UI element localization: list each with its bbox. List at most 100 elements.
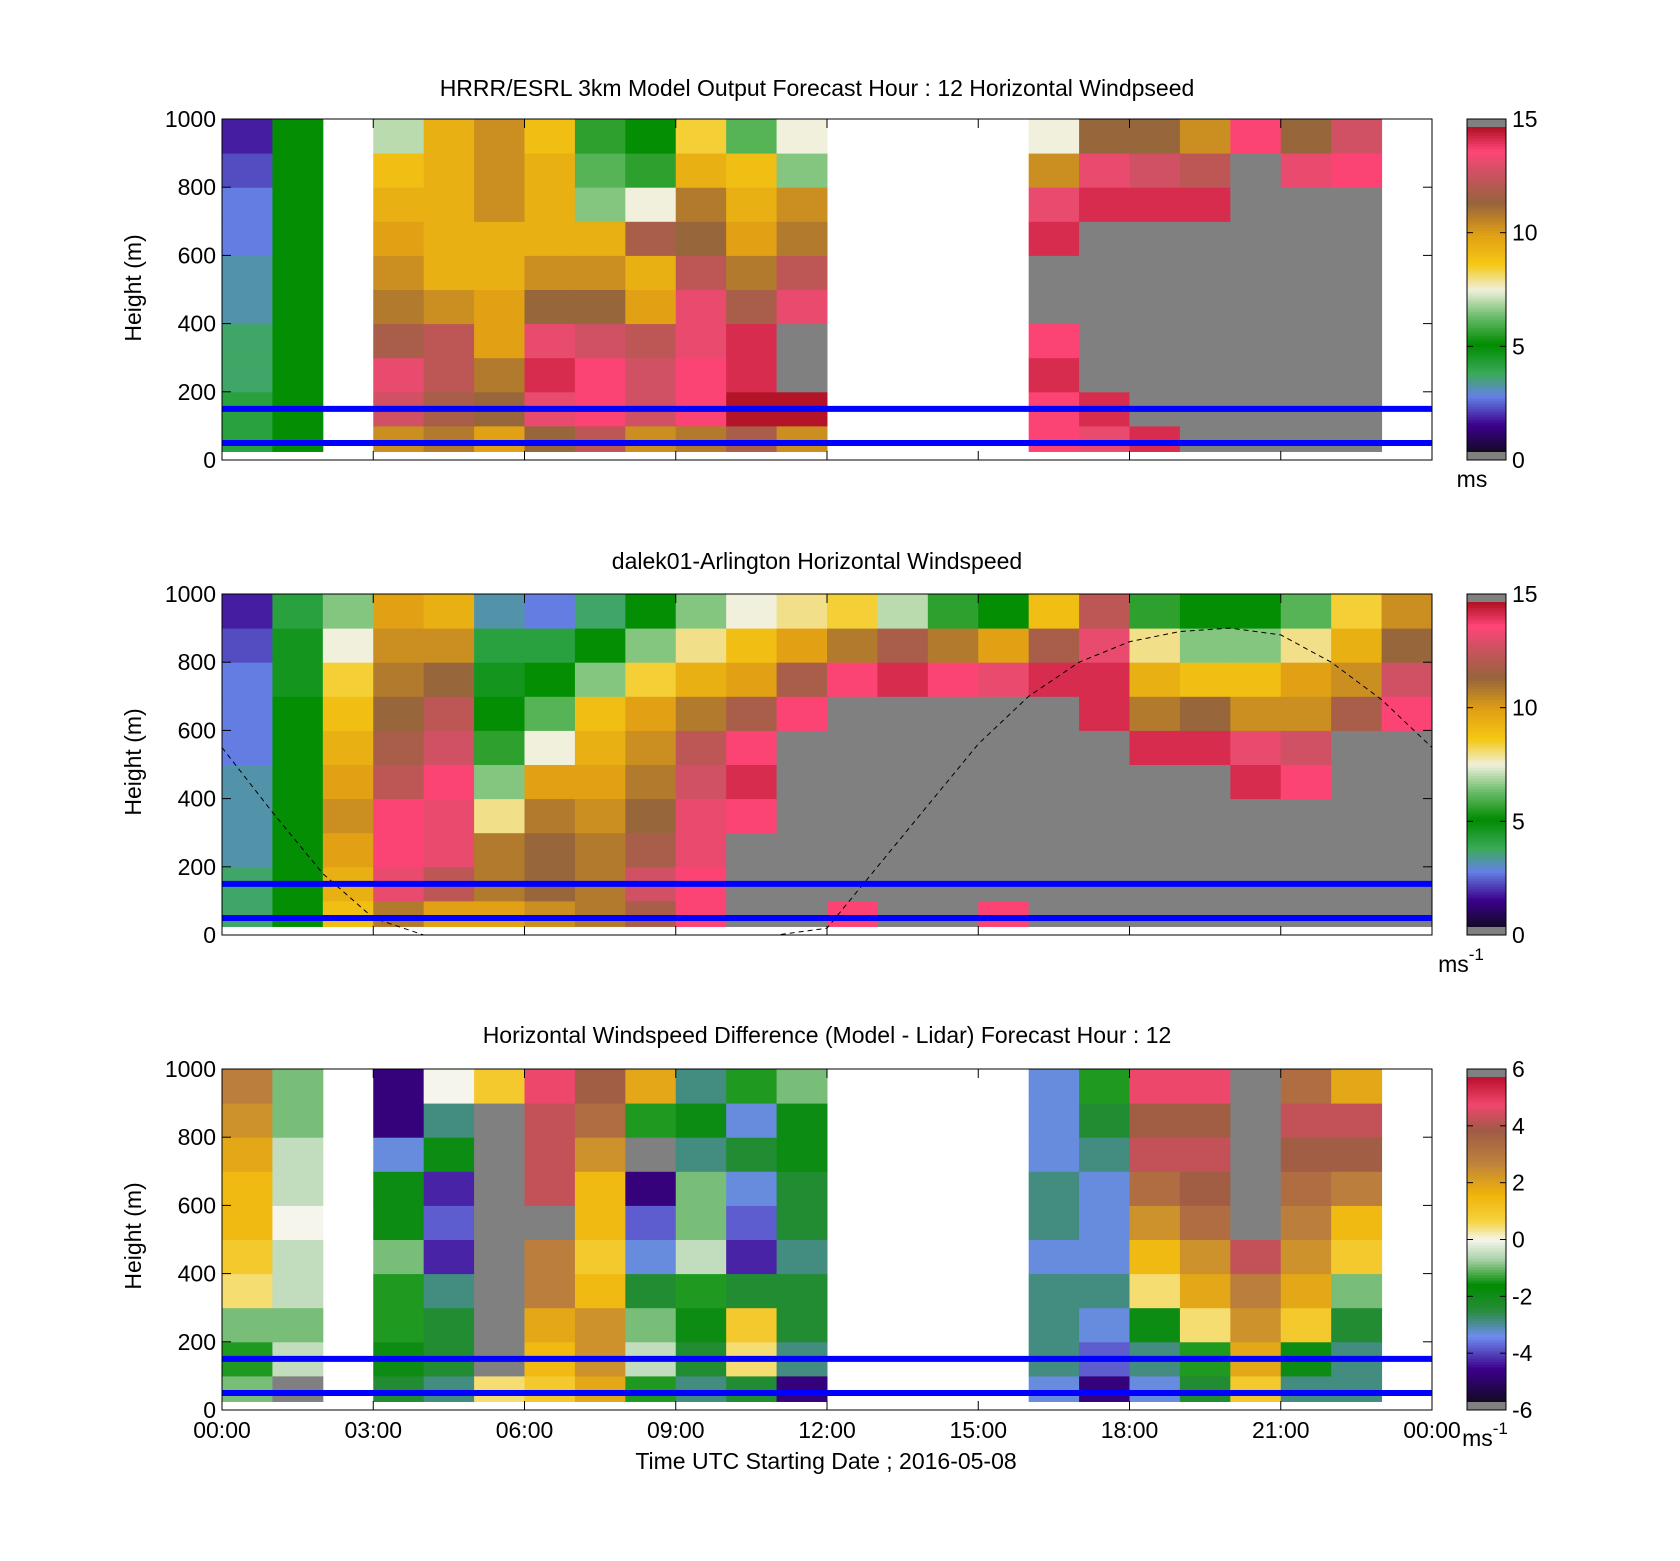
- heatmap-cell: [1230, 1171, 1282, 1206]
- heatmap-cell: [1331, 357, 1383, 393]
- heatmap-cell: [322, 662, 374, 697]
- panel-model-plot: 0 200 400 600 800 1000: [165, 106, 1433, 473]
- colorbar-segment: [1467, 680, 1506, 684]
- colorbar-segment: [1467, 778, 1506, 782]
- colorbar-segment: [1467, 1366, 1506, 1371]
- colorbar-segment: [1467, 1358, 1506, 1362]
- panel-difference-plot: 0 200 400 600 800 1000: [165, 1056, 1433, 1423]
- heatmap-cell: [272, 730, 324, 765]
- heatmap-cell: [272, 289, 324, 325]
- heatmap-cell: [827, 832, 878, 868]
- colorbar-segment: [1467, 629, 1506, 633]
- colorbar-segment: [1467, 610, 1506, 614]
- colorbar-segment: [1467, 414, 1506, 418]
- colorbar-segment: [1467, 338, 1506, 342]
- colorbar-segment: [1467, 449, 1506, 453]
- heatmap-cell: [1280, 730, 1332, 765]
- colorbar-segment: [1467, 424, 1506, 429]
- colorbar-segment: [1467, 1128, 1506, 1132]
- colorbar-segment: [1467, 612, 1506, 617]
- heatmap-cell: [423, 1069, 475, 1104]
- heatmap-cell: [1179, 255, 1231, 290]
- heatmap-cell: [272, 764, 324, 800]
- heatmap-cell: [1129, 696, 1181, 731]
- heatmap-cell: [524, 1103, 576, 1138]
- heatmap-cell: [1230, 289, 1282, 325]
- heatmap-cell: [827, 900, 878, 927]
- heatmap-cell: [373, 187, 425, 222]
- heatmap-cell: [776, 1103, 828, 1138]
- heatmap-cell: [222, 1171, 273, 1206]
- heatmap-cell: [776, 764, 828, 800]
- heatmap-cell: [574, 1239, 626, 1275]
- heatmap-cell: [1079, 221, 1130, 256]
- heatmap-cell: [1331, 425, 1383, 452]
- colorbar-segment: [1467, 1177, 1506, 1181]
- heatmap-cell: [1028, 221, 1080, 256]
- heatmap-cell: [1331, 1205, 1383, 1240]
- heatmap-cell: [877, 662, 929, 697]
- colorbar-segment: [1467, 381, 1506, 385]
- x-tick-label: 21:00: [1252, 1417, 1310, 1443]
- panel-model-colorbar: 0 5 10 15: [1466, 106, 1538, 473]
- heatmap-cell: [1179, 1307, 1231, 1343]
- colorbar-segment: [1467, 265, 1506, 269]
- heatmap-cell: [524, 1069, 576, 1104]
- heatmap-cell: [625, 255, 677, 290]
- x-axis-label: Time UTC Starting Date ; 2016-05-08: [635, 1448, 1016, 1474]
- heatmap-cell: [272, 900, 324, 927]
- heatmap-cell: [423, 696, 475, 731]
- colorbar-segment: [1467, 232, 1506, 236]
- heatmap-cell: [423, 1375, 475, 1402]
- colorbar-segment: [1467, 1207, 1506, 1211]
- heatmap-cell: [524, 1137, 576, 1172]
- heatmap-cell: [524, 764, 576, 800]
- colorbar-segment: [1467, 392, 1506, 396]
- heatmap-cell: [222, 323, 273, 359]
- colorbar-segment: [1467, 870, 1506, 874]
- heatmap-cell: [222, 1137, 273, 1172]
- colorbar-segment: [1467, 1234, 1506, 1238]
- colorbar-segment: [1467, 677, 1506, 682]
- heatmap-cell: [1331, 1307, 1383, 1343]
- heatmap-cell: [423, 832, 475, 868]
- heatmap-cell: [574, 187, 626, 222]
- colorbar-segment: [1467, 332, 1506, 337]
- heatmap-cell: [423, 662, 475, 697]
- colorbar-segment: [1467, 916, 1506, 920]
- colorbar-segment: [1467, 753, 1506, 757]
- colorbar-segment: [1467, 637, 1506, 641]
- heatmap-cell: [1280, 119, 1332, 154]
- colorbar-segment: [1467, 300, 1506, 304]
- heatmap-cell: [675, 1205, 727, 1240]
- colorbar-segment: [1467, 389, 1506, 394]
- colorbar-segment: [1467, 164, 1506, 169]
- heatmap-cell: [625, 153, 677, 188]
- heatmap-cell: [373, 1273, 425, 1309]
- colorbar-segment: [1467, 243, 1506, 247]
- colorbar-segment: [1467, 1085, 1506, 1089]
- colorbar-segment: [1467, 761, 1506, 766]
- colorbar-segment: [1467, 899, 1506, 904]
- heatmap-cell: [1179, 730, 1231, 765]
- heatmap-cell: [524, 323, 576, 359]
- colorbar-segment: [1467, 1120, 1506, 1124]
- heatmap-cell: [1129, 730, 1181, 765]
- heatmap-cell: [1230, 255, 1282, 290]
- heatmap-cell: [524, 832, 576, 868]
- heatmap-cell: [1280, 764, 1332, 800]
- heatmap-cell: [222, 1239, 273, 1275]
- colorbar-segment: [1467, 1139, 1506, 1143]
- heatmap-cell: [1129, 1273, 1181, 1309]
- panel-lidar-colorbar: 0 5 10 15: [1466, 581, 1538, 948]
- heatmap-cell: [474, 1103, 525, 1138]
- heatmap-cell: [373, 221, 425, 256]
- heatmap-cell: [1331, 289, 1383, 325]
- colorbar-segment: [1467, 1215, 1506, 1219]
- colorbar-segment: [1467, 832, 1506, 836]
- heatmap-cell: [1079, 1171, 1130, 1206]
- heatmap-cell: [222, 798, 273, 834]
- heatmap-cell: [1331, 1137, 1383, 1172]
- heatmap-cell: [373, 1171, 425, 1206]
- y-tick-label: 600: [178, 717, 216, 743]
